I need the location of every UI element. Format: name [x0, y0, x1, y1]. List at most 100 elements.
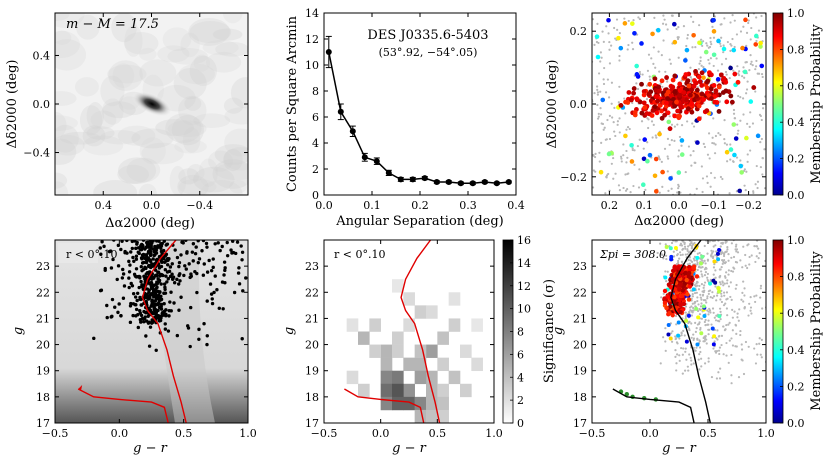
- field-star: [732, 69, 735, 72]
- profile-marks: [325, 35, 512, 187]
- star-point: [144, 272, 148, 276]
- star-point: [231, 250, 236, 255]
- high-prob-member: [634, 96, 640, 102]
- field-star: [735, 33, 739, 36]
- field-star: [666, 28, 669, 31]
- field-star: [608, 114, 611, 117]
- density-blob: [186, 164, 205, 182]
- field-star: [706, 153, 710, 156]
- low-prob-member: [695, 255, 700, 260]
- star-point: [164, 252, 169, 257]
- star-point: [151, 257, 155, 261]
- high-prob-member: [696, 103, 702, 109]
- low-prob-member: [632, 30, 637, 36]
- high-prob-member: [639, 81, 644, 87]
- field-star: [797, 293, 799, 295]
- field-star: [704, 299, 707, 302]
- field-star: [760, 72, 764, 76]
- density-blob: [79, 105, 103, 136]
- field-star: [718, 281, 722, 284]
- density-blob: [206, 51, 242, 73]
- field-star: [693, 291, 697, 295]
- low-prob-member: [731, 47, 737, 53]
- field-star: [644, 188, 647, 191]
- low-prob-member: [679, 152, 685, 157]
- field-star: [709, 171, 713, 175]
- field-star: [713, 316, 716, 319]
- field-star: [688, 353, 691, 356]
- field-star: [689, 75, 692, 79]
- high-prob-member: [670, 268, 676, 274]
- field-star: [624, 112, 627, 115]
- star-point: [134, 303, 138, 307]
- field-star: [692, 346, 695, 349]
- field-star: [754, 68, 757, 71]
- field-star: [754, 65, 758, 68]
- field-star: [658, 191, 661, 194]
- profile-point: [481, 179, 488, 185]
- field-star: [677, 187, 680, 190]
- field-star: [681, 260, 684, 263]
- field-star: [758, 342, 761, 345]
- field-star: [631, 148, 634, 152]
- field-star: [658, 158, 662, 161]
- significance-frame: [323, 239, 495, 424]
- field-star: [638, 70, 641, 74]
- star-point: [143, 315, 147, 319]
- star-point: [123, 249, 127, 254]
- density-blob: [178, 95, 207, 126]
- star-point: [168, 265, 173, 269]
- field-star: [678, 337, 681, 340]
- density-blob: [55, 181, 69, 195]
- field-star: [614, 172, 617, 175]
- field-star: [700, 273, 703, 276]
- field-star: [650, 120, 654, 123]
- field-star: [755, 164, 758, 168]
- star-point: [138, 311, 142, 315]
- star-point: [133, 295, 138, 299]
- star-point: [240, 258, 244, 262]
- high-prob-member: [672, 265, 677, 270]
- density-blob: [131, 128, 174, 149]
- field-star: [757, 256, 760, 260]
- high-prob-member: [712, 99, 718, 105]
- field-star: [625, 128, 628, 131]
- field-star: [740, 298, 743, 301]
- field-star: [716, 69, 720, 72]
- star-point: [162, 282, 167, 286]
- star-point: [144, 319, 149, 323]
- field-star: [646, 141, 649, 144]
- field-star: [670, 139, 673, 142]
- density-blob: [199, 180, 243, 195]
- distance-modulus-label: m − M = 17.5: [66, 17, 159, 32]
- star-point: [159, 244, 164, 248]
- y-tick-label: 17: [36, 417, 50, 430]
- field-star: [730, 242, 733, 245]
- field-star: [623, 97, 626, 100]
- field-star: [608, 48, 611, 51]
- field-star: [665, 257, 668, 261]
- density-texture: [55, 13, 248, 195]
- field-star: [689, 356, 692, 359]
- star-point: [197, 257, 202, 261]
- star-point: [156, 280, 160, 285]
- field-star: [744, 253, 747, 257]
- star-point: [153, 292, 157, 297]
- significance-cell: [358, 383, 370, 398]
- significance-cell: [414, 370, 427, 385]
- significance-cell: [392, 344, 404, 358]
- field-star: [725, 240, 728, 243]
- field-star: [736, 312, 739, 315]
- field-star: [694, 161, 697, 164]
- star-point: [111, 257, 115, 262]
- field-star: [727, 361, 730, 364]
- field-star: [707, 310, 710, 313]
- field-star: [715, 299, 718, 302]
- significance-cell: [403, 383, 415, 398]
- high-prob-member: [665, 110, 671, 116]
- low-prob-member: [684, 47, 690, 53]
- significance-y-axis-label: g: [282, 327, 297, 335]
- high-prob-member: [724, 99, 730, 105]
- star-point: [191, 259, 195, 263]
- high-prob-member: [678, 103, 684, 109]
